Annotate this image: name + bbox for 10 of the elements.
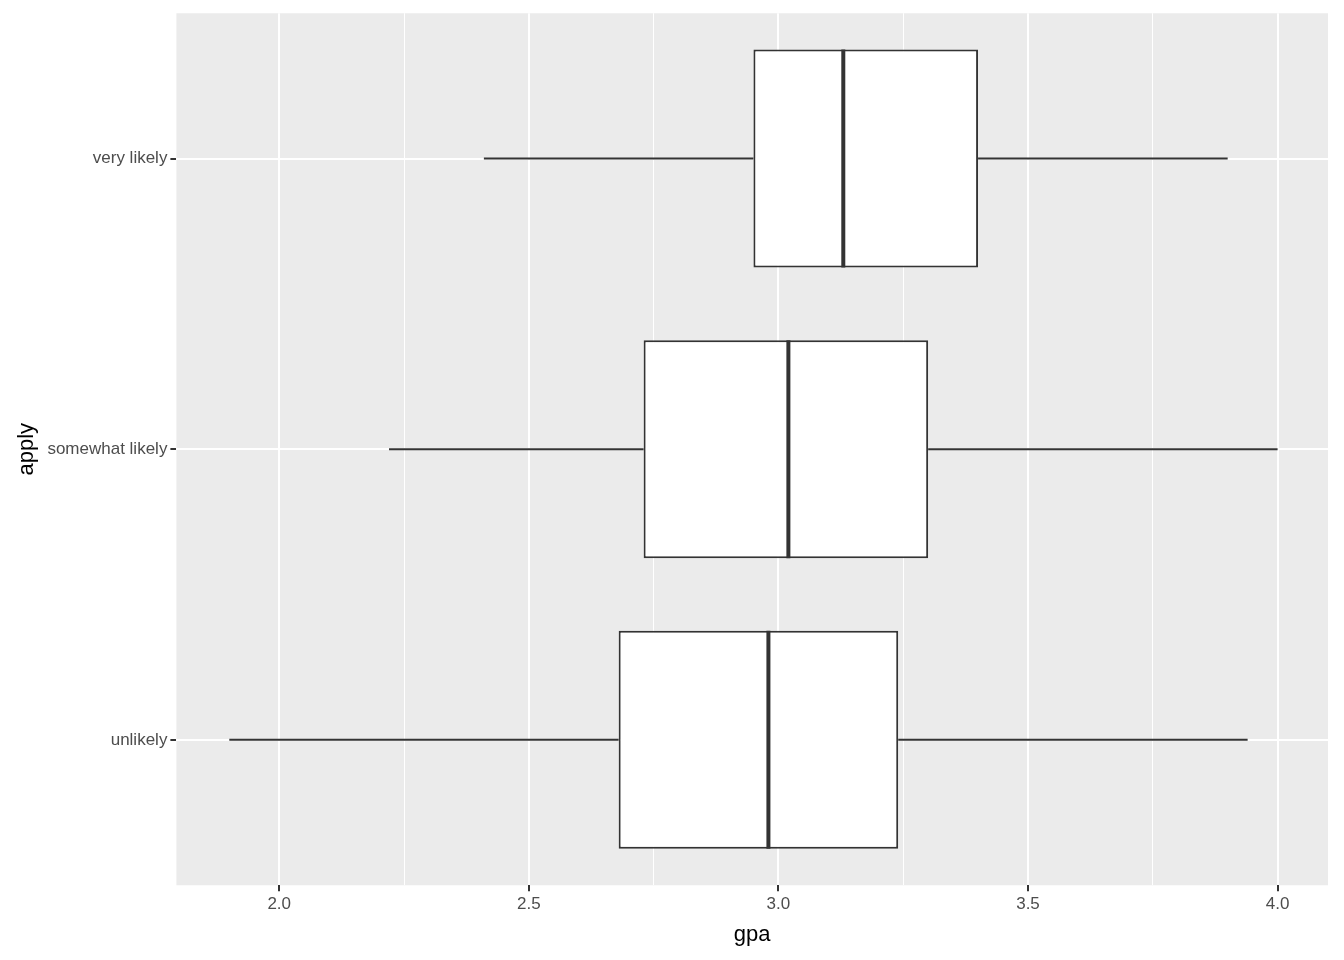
x-tick-label: 2.5 <box>516 894 541 914</box>
x-tick-label: 3.0 <box>766 894 791 914</box>
y-tick-label: very likely <box>92 148 168 168</box>
x-tick-label: 3.5 <box>1016 894 1040 914</box>
x-axis-title: gpa <box>733 920 772 946</box>
x-tick-label: 2.0 <box>267 894 292 914</box>
y-tick-label: unlikely <box>110 729 168 749</box>
x-tick-label: 4.0 <box>1265 894 1290 914</box>
y-axis-title: apply <box>13 422 39 476</box>
y-tick-label: somewhat likely <box>47 438 168 458</box>
